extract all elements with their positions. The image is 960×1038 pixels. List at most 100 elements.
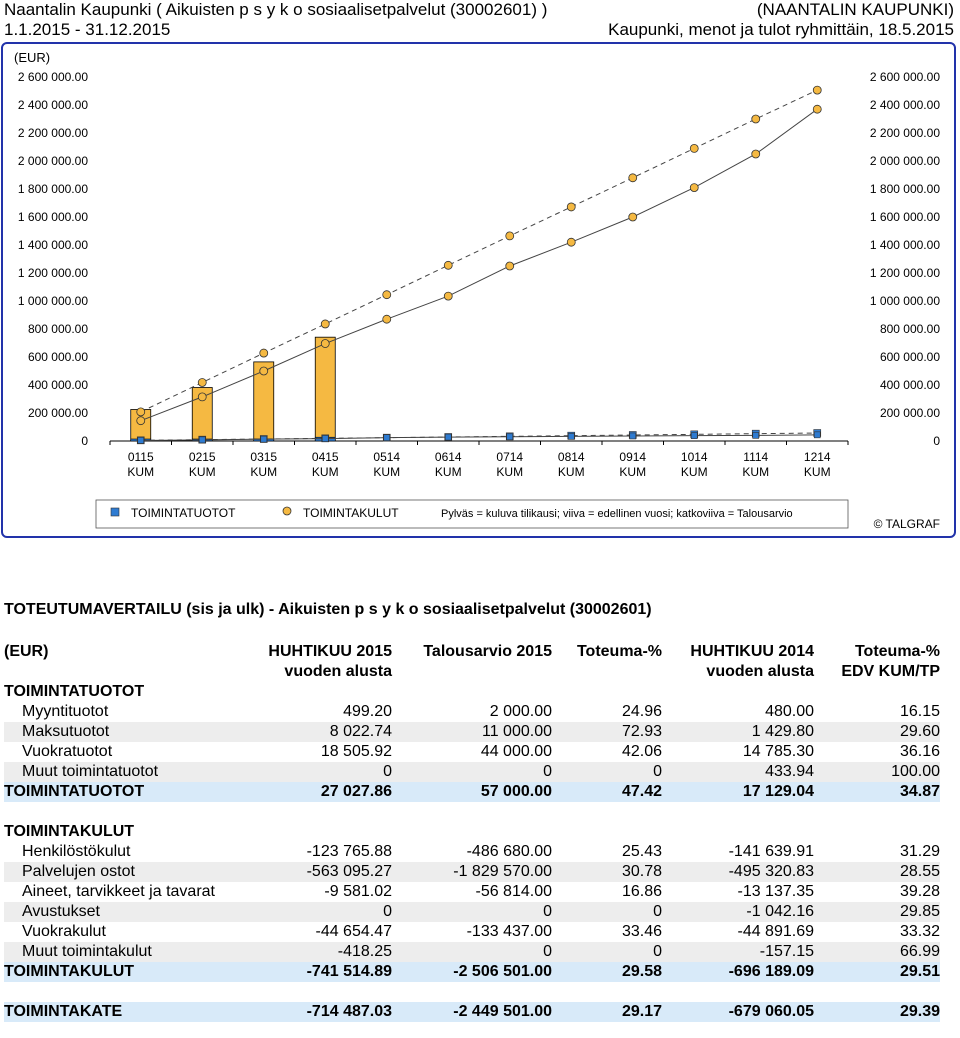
report-subtitle: Kaupunki, menot ja tulot ryhmittäin, 18.… [608, 20, 954, 39]
x-tick-label: 0714 KUM [496, 450, 523, 479]
y-tick-label-right: 1 600 000.00 [870, 210, 940, 224]
y-tick-label-left: 200 000.00 [28, 406, 88, 420]
x-tick-label: 0315 KUM [250, 450, 277, 479]
y-tick-label-right: 1 200 000.00 [870, 266, 940, 280]
y-tick-label-left: 1 800 000.00 [18, 182, 88, 196]
table-row: Aineet, tarvikkeet ja tavarat -9 581.02 -5… [4, 882, 940, 902]
row-value: 0 [392, 942, 552, 962]
row-value: 29.85 [814, 902, 940, 922]
row-value: 33.46 [621, 923, 662, 940]
header-current-l1: HUHTIKUU 2015 [268, 643, 392, 660]
x-tick-label-line: KUM [804, 465, 831, 479]
x-tick-label-line: 1114 [743, 450, 768, 464]
row-value: -44 891.69 [737, 923, 814, 940]
row-value: -1 042.16 [662, 902, 814, 922]
income-prev-year-point [260, 435, 268, 443]
x-tick-label: 0814 KUM [558, 450, 585, 479]
expense-prev-year-point [751, 149, 761, 159]
expense-budget-point [751, 114, 761, 124]
section-title: TOIMINTATUOTOT [4, 683, 145, 700]
total-row-margin: TOIMINTAKATE -714 487.03 -2 449 501.00 29.1… [4, 1002, 940, 1022]
report-period: 1.1.2015 - 31.12.2015 [4, 20, 171, 39]
row-label: Muut toimintatuotot [4, 762, 254, 782]
row-value: -2 449 501.00 [392, 1002, 552, 1022]
expense-budget-point [812, 85, 822, 95]
y-tick-label-right: 1 800 000.00 [870, 182, 940, 196]
x-tick-label-line: KUM [496, 465, 523, 479]
expense-bar [314, 336, 336, 442]
table-row: Maksutuotot 8 022.74 11 000.00 72.93 1 429.8… [4, 722, 940, 742]
y-tick-label-left: 600 000.00 [28, 350, 88, 364]
expense-prev-year-line [140, 108, 818, 422]
x-tick-label: 1014 KUM [681, 450, 708, 479]
row-value: 28.55 [814, 862, 940, 882]
table-row: Palvelujen ostot -563 095.27 -1 829 570.00… [4, 862, 940, 882]
expense-budget-point [136, 407, 146, 417]
row-value: -141 639.91 [728, 843, 814, 860]
row-label: TOIMINTAKATE [4, 1002, 254, 1022]
y-tick-label-left: 2 400 000.00 [18, 98, 88, 112]
y-tick-label-right: 800 000.00 [880, 322, 940, 336]
y-tick-label-right: 400 000.00 [880, 378, 940, 392]
expense-budget-point [197, 378, 207, 387]
income-prev-year-point [813, 431, 821, 439]
row-label: Vuokrakulut [22, 923, 106, 940]
row-label: TOIMINTATUOTOT [4, 782, 254, 802]
row-value: 480.00 [765, 703, 814, 720]
x-tick-label: 0115 KUM [127, 450, 154, 479]
row-value: 44 000.00 [480, 743, 552, 760]
row-value: 18 505.92 [320, 743, 392, 760]
x-tick-label-line: 0814 [558, 450, 585, 464]
legend-expense-marker [282, 506, 292, 516]
y-tick-label-left: 2 200 000.00 [18, 126, 88, 140]
row-value: 0 [552, 942, 662, 962]
income-prev-year-line [140, 434, 818, 441]
x-tick-label: 0614 KUM [435, 450, 462, 479]
row-label: TOIMINTAKULUT [4, 962, 254, 982]
row-value: 0 [392, 902, 552, 922]
y-tick-label-right: 2 200 000.00 [870, 126, 940, 140]
row-value: 34.87 [814, 782, 940, 802]
x-tick-label-line: KUM [435, 465, 462, 479]
income-prev-year-point [137, 437, 145, 444]
row-label: Vuokratuotot [22, 743, 113, 760]
expense-budget-point [566, 202, 576, 212]
y-tick-label-left: 1 000 000.00 [18, 294, 88, 308]
row-value: 36.16 [899, 743, 940, 760]
expense-budget-line [140, 89, 818, 413]
row-value: 2 000.00 [489, 703, 552, 720]
income-prev-year-point [444, 433, 452, 441]
row-label: Muut toimintakulut [4, 942, 254, 962]
header-previous-l1: HUHTIKUU 2014 [690, 643, 814, 660]
spacer-row [4, 802, 940, 822]
row-label: Palvelujen ostot [4, 862, 254, 882]
y-tick-label-right: 2 000 000.00 [870, 154, 940, 168]
header-pct-prev-l2: EDV KUM/TP [841, 663, 940, 680]
x-tick-label-line: 0514 [373, 450, 400, 464]
row-value: 1 429.80 [662, 722, 814, 742]
x-tick-label-line: KUM [250, 465, 277, 479]
row-value: 11 000.00 [392, 722, 552, 742]
row-label: Aineet, tarvikkeet ja tavarat [22, 883, 215, 900]
row-value: -679 060.05 [662, 1002, 814, 1022]
row-value: 0 [254, 902, 392, 922]
spacer-row [4, 982, 940, 1002]
row-value: 16.15 [899, 703, 940, 720]
y-tick-label-left: 800 000.00 [28, 322, 88, 336]
row-value: -56 814.00 [475, 883, 552, 900]
table-header-row: (EUR) HUHTIKUU 2015 vuoden alusta Talousa… [4, 642, 940, 682]
income-prev-year-point [506, 433, 514, 441]
row-value: 0 [552, 762, 662, 782]
table-title: TOTEUTUMAVERTAILU (sis ja ulk) - Aikuist… [4, 601, 652, 618]
x-tick-label-line: KUM [619, 465, 646, 479]
row-value: 0 [552, 902, 662, 922]
income-prev-year-point [321, 435, 329, 442]
expense-prev-year-point [505, 261, 515, 271]
chart-svg: (EUR) 0 0 200 000.00 200 000.00 400 000.00 400… [14, 50, 940, 531]
y-tick-label-right: 600 000.00 [880, 350, 940, 364]
table-row: Myyntituotot 499.20 2 000.00 24.96 480.00 16.… [4, 702, 940, 722]
y-tick-label-left: 2 000 000.00 [18, 154, 88, 168]
section-income: TOIMINTATUOTOT [4, 682, 940, 702]
x-tick-label-line: KUM [681, 465, 708, 479]
legend-income-marker [110, 507, 120, 517]
